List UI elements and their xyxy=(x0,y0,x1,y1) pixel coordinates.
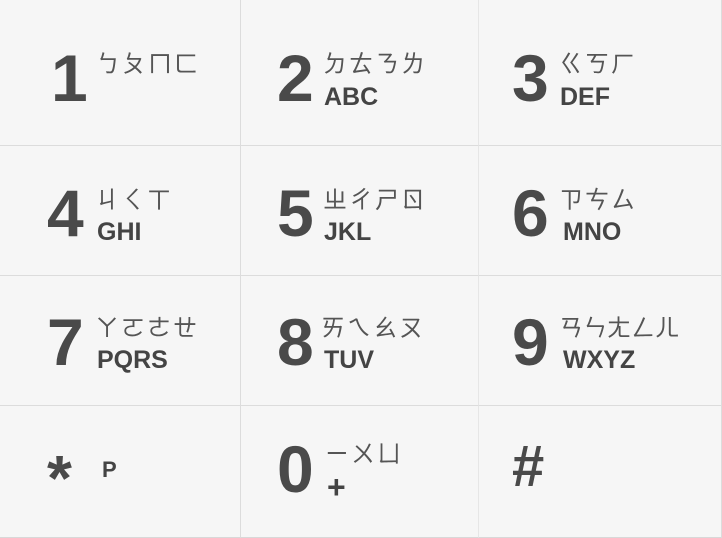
key-5[interactable]: 5 ㄓㄔㄕㄖ JKL xyxy=(241,146,479,276)
key-6-letters: MNO xyxy=(563,218,622,246)
key-9-letters: WXYZ xyxy=(563,346,636,374)
key-7-letters: PQRS xyxy=(97,346,168,374)
key-4-letters: GHI xyxy=(97,218,142,246)
key-4[interactable]: 4 ㄐㄑㄒ GHI xyxy=(0,146,241,276)
key-7-zhuyin: ㄚㄛㄜㄝ xyxy=(95,314,199,342)
key-1-zhuyin: ㄅㄆㄇㄈ xyxy=(96,50,200,78)
key-hash[interactable]: # xyxy=(479,406,722,538)
key-7-digit: 7 xyxy=(47,305,84,379)
key-8-zhuyin: ㄞㄟㄠㄡ xyxy=(321,314,425,342)
key-8-digit: 8 xyxy=(277,305,314,379)
key-6-zhuyin: ㄗㄘㄙ xyxy=(559,186,637,214)
key-2-zhuyin: ㄉㄊㄋㄌ xyxy=(323,50,427,78)
key-9-digit: 9 xyxy=(512,305,549,379)
key-1-digit: 1 xyxy=(51,41,88,115)
key-0-zhuyin: ㄧㄨㄩ xyxy=(325,440,403,468)
key-star-letters: P xyxy=(102,457,117,482)
key-5-digit: 5 xyxy=(277,176,314,250)
key-9-zhuyin: ㄢㄣㄤㄥㄦ xyxy=(559,314,679,342)
key-1[interactable]: 1 ㄅㄆㄇㄈ xyxy=(0,0,241,146)
key-4-zhuyin: ㄐㄑㄒ xyxy=(95,186,173,214)
key-8-letters: TUV xyxy=(324,346,374,374)
key-0[interactable]: 0 ㄧㄨㄩ + xyxy=(241,406,479,538)
key-7[interactable]: 7 ㄚㄛㄜㄝ PQRS xyxy=(0,276,241,406)
key-3[interactable]: 3 ㄍㄎㄏ DEF xyxy=(479,0,722,146)
key-0-plus: + xyxy=(327,469,346,505)
key-6[interactable]: 6 ㄗㄘㄙ MNO xyxy=(479,146,722,276)
key-5-letters: JKL xyxy=(324,218,372,246)
key-3-zhuyin: ㄍㄎㄏ xyxy=(559,50,637,78)
key-6-digit: 6 xyxy=(512,176,549,250)
key-star[interactable]: * P xyxy=(0,406,241,538)
key-0-digit: 0 xyxy=(277,432,314,506)
key-4-digit: 4 xyxy=(47,176,84,250)
key-8[interactable]: 8 ㄞㄟㄠㄡ TUV xyxy=(241,276,479,406)
key-3-digit: 3 xyxy=(512,41,549,115)
key-star-symbol: * xyxy=(47,442,72,514)
key-5-zhuyin: ㄓㄔㄕㄖ xyxy=(323,186,427,214)
key-2-letters: ABC xyxy=(324,83,379,111)
key-2[interactable]: 2 ㄉㄊㄋㄌ ABC xyxy=(241,0,479,146)
key-9[interactable]: 9 ㄢㄣㄤㄥㄦ WXYZ xyxy=(479,276,722,406)
key-2-digit: 2 xyxy=(277,41,314,115)
key-3-letters: DEF xyxy=(560,83,610,111)
key-hash-symbol: # xyxy=(512,434,545,499)
